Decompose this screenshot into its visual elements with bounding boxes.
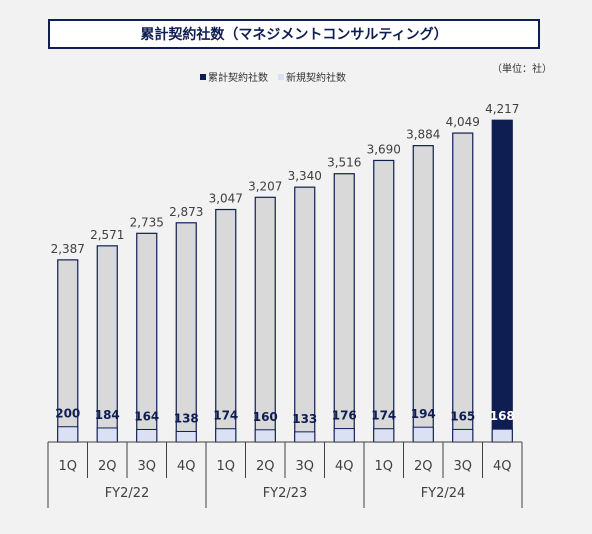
x-tick-label: 4Q (493, 459, 512, 474)
x-tick-label: 1Q (216, 459, 235, 474)
bar-new (491, 428, 513, 443)
bar-new (294, 431, 316, 443)
bar-new (175, 430, 197, 443)
x-group-label: FY2/22 (105, 486, 150, 501)
data-label-new: 176 (332, 409, 357, 423)
data-label-new: 160 (253, 410, 278, 424)
bar-cumulative (215, 208, 237, 443)
legend-label-cumulative: 累計契約社数 (208, 73, 268, 84)
bar-cumulative (175, 222, 197, 443)
bar-cumulative (254, 196, 276, 443)
legend-item-cumulative: 累計契約社数 (200, 69, 268, 84)
data-label-new: 165 (450, 409, 475, 423)
data-label-new: 200 (55, 407, 80, 421)
data-label-new: 164 (134, 409, 159, 423)
bar-cumulative (294, 186, 316, 443)
data-label-cumulative: 3,207 (248, 179, 282, 193)
bar-new (373, 428, 395, 443)
x-group-label: FY2/23 (263, 486, 308, 501)
data-label-cumulative: 3,884 (406, 128, 440, 142)
bar-new (254, 429, 276, 443)
bar-new (96, 427, 118, 443)
x-tick-label: 1Q (58, 459, 77, 474)
legend-item-new: 新規契約社数 (278, 69, 346, 84)
x-tick-label: 4Q (335, 459, 354, 474)
bar-cumulative (373, 159, 395, 443)
bar-cumulative (491, 119, 513, 443)
x-tick-label: 3Q (137, 459, 156, 474)
unit-label: （単位：社） (492, 64, 552, 75)
x-tick-label: 2Q (98, 459, 117, 474)
data-label-cumulative: 2,873 (169, 205, 203, 219)
data-label-cumulative: 3,516 (327, 156, 361, 170)
bar-cumulative (452, 132, 474, 443)
legend: 累計契約社数 新規契約社数 (200, 69, 346, 84)
x-tick-label: 3Q (453, 459, 472, 474)
data-label-cumulative: 4,049 (446, 115, 480, 129)
data-label-cumulative: 3,690 (367, 142, 401, 156)
chart-title-box: 累計契約社数（マネジメントコンサルティング） (48, 19, 540, 49)
x-tick-label: 2Q (414, 459, 433, 474)
x-group-label: FY2/24 (421, 486, 466, 501)
legend-swatch-new (278, 73, 284, 80)
bar-new (412, 426, 434, 443)
data-label-cumulative: 2,571 (90, 228, 124, 242)
data-label-cumulative: 2,387 (51, 242, 85, 256)
x-tick-label: 2Q (256, 459, 275, 474)
bar-cumulative (333, 173, 355, 443)
data-label-new: 194 (411, 407, 436, 421)
data-label-new: 168 (490, 409, 515, 423)
legend-swatch-cumulative (200, 73, 206, 80)
bar-new (136, 428, 158, 443)
bar-new (333, 428, 355, 443)
data-label-new: 184 (95, 408, 120, 422)
data-label-cumulative: 2,735 (130, 215, 164, 229)
data-label-cumulative: 4,217 (485, 102, 519, 116)
data-label-new: 133 (292, 412, 317, 426)
bar-cumulative (412, 145, 434, 443)
data-label-new: 174 (371, 409, 396, 423)
bar-new (215, 428, 237, 443)
data-label-cumulative: 3,340 (288, 169, 322, 183)
data-label-cumulative: 3,047 (209, 192, 243, 206)
x-tick-label: 4Q (177, 459, 196, 474)
data-label-new: 138 (174, 411, 199, 425)
x-tick-label: 1Q (374, 459, 393, 474)
chart-title: 累計契約社数（マネジメントコンサルティング） (140, 27, 448, 43)
legend-label-new: 新規契約社数 (286, 73, 346, 84)
x-tick-label: 3Q (295, 459, 314, 474)
bar-new (452, 428, 474, 443)
bar-new (57, 426, 79, 443)
data-label-new: 174 (213, 409, 238, 423)
